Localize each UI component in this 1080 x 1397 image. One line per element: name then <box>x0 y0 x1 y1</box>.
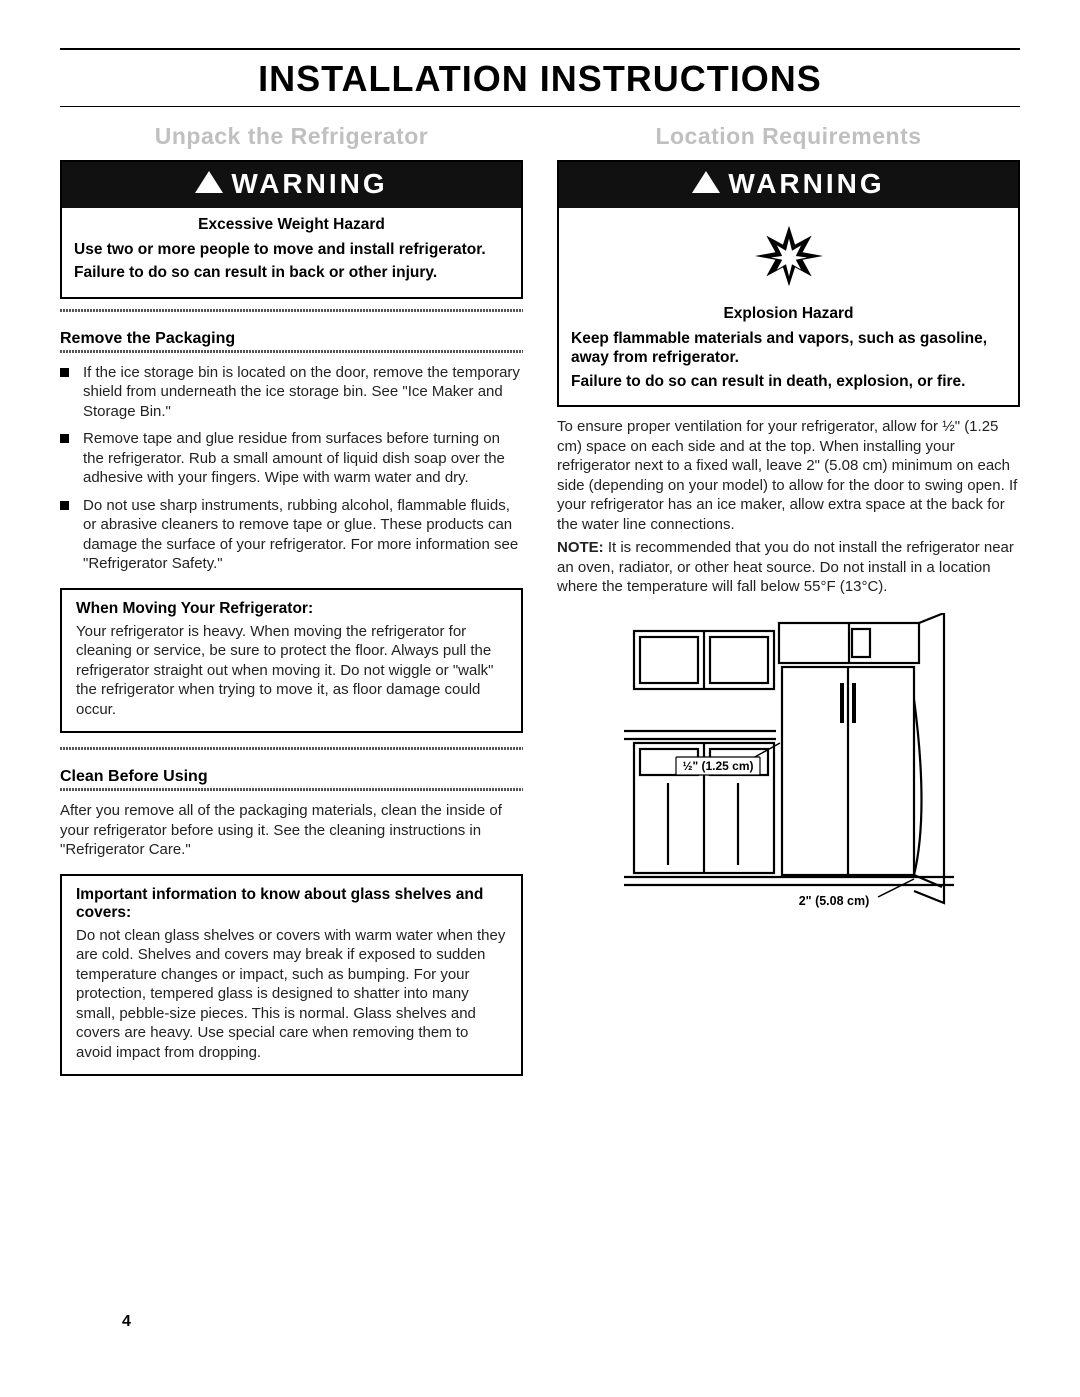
warning-box-weight: WARNING Excessive Weight Hazard Use two … <box>60 160 523 299</box>
dotted-rule <box>60 309 523 312</box>
top-rule <box>60 48 1020 50</box>
note-label: NOTE: <box>557 539 604 556</box>
two-column-layout: Unpack the Refrigerator WARNING Excessiv… <box>60 119 1020 1090</box>
warning-banner-text: WARNING <box>231 168 387 200</box>
dotted-rule <box>60 747 523 750</box>
location-heading: Location Requirements <box>557 123 1020 150</box>
warning-body: Excessive Weight Hazard Use two or more … <box>62 208 521 297</box>
unpack-heading: Unpack the Refrigerator <box>60 123 523 150</box>
right-column: Location Requirements WARNING Explosion … <box>557 119 1020 1090</box>
list-item-text: Do not use sharp instruments, rubbing al… <box>83 496 523 574</box>
page-number: 4 <box>122 1313 131 1331</box>
page-title: INSTALLATION INSTRUCTIONS <box>60 58 1020 100</box>
dim-bottom-label: 2" (5.08 cm) <box>798 894 869 908</box>
moving-heading: When Moving Your Refrigerator: <box>76 600 507 618</box>
glass-text: Do not clean glass shelves or covers wit… <box>76 926 507 1063</box>
hazard-title: Explosion Hazard <box>571 305 1006 323</box>
warning-triangle-icon <box>195 171 223 193</box>
bullet-icon <box>60 434 69 443</box>
warning-banner: WARNING <box>62 162 521 208</box>
warning-line-1: Keep flammable materials and vapors, suc… <box>571 329 1006 368</box>
title-underline <box>60 106 1020 107</box>
dotted-rule <box>60 350 523 353</box>
note-body: It is recommended that you do not instal… <box>557 539 1014 595</box>
warning-box-explosion: WARNING Explosion Hazard Keep flammable … <box>557 160 1020 407</box>
left-column: Unpack the Refrigerator WARNING Excessiv… <box>60 119 523 1090</box>
bullet-icon <box>60 368 69 377</box>
warning-banner: WARNING <box>559 162 1018 208</box>
dotted-rule <box>60 788 523 791</box>
clean-text: After you remove all of the packaging ma… <box>60 801 523 860</box>
list-item: Remove tape and glue residue from surfac… <box>60 429 523 488</box>
list-item: Do not use sharp instruments, rubbing al… <box>60 496 523 574</box>
clearance-diagram: ½" (1.25 cm) 2" (5.08 cm) <box>557 613 1020 918</box>
ventilation-text: To ensure proper ventilation for your re… <box>557 417 1020 534</box>
warning-banner-text: WARNING <box>728 168 884 200</box>
list-item-text: Remove tape and glue residue from surfac… <box>83 429 523 488</box>
remove-packaging-heading: Remove the Packaging <box>60 330 523 348</box>
remove-packaging-list: If the ice storage bin is located on the… <box>60 363 523 574</box>
dim-top-label: ½" (1.25 cm) <box>682 759 753 773</box>
warning-line-2: Failure to do so can result in death, ex… <box>571 372 1006 391</box>
bullet-icon <box>60 501 69 510</box>
clean-heading: Clean Before Using <box>60 768 523 786</box>
moving-text: Your refrigerator is heavy. When moving … <box>76 622 507 720</box>
warning-triangle-icon <box>692 171 720 193</box>
moving-info-box: When Moving Your Refrigerator: Your refr… <box>60 588 523 734</box>
note-text: NOTE: It is recommended that you do not … <box>557 538 1020 597</box>
warning-line-1: Use two or more people to move and insta… <box>74 240 509 259</box>
warning-body: Explosion Hazard Keep flammable material… <box>559 305 1018 405</box>
explosion-icon <box>559 208 1018 305</box>
hazard-title: Excessive Weight Hazard <box>74 216 509 234</box>
glass-info-box: Important information to know about glas… <box>60 874 523 1077</box>
warning-line-2: Failure to do so can result in back or o… <box>74 263 509 282</box>
list-item-text: If the ice storage bin is located on the… <box>83 363 523 422</box>
list-item: If the ice storage bin is located on the… <box>60 363 523 422</box>
glass-heading: Important information to know about glas… <box>76 886 507 922</box>
